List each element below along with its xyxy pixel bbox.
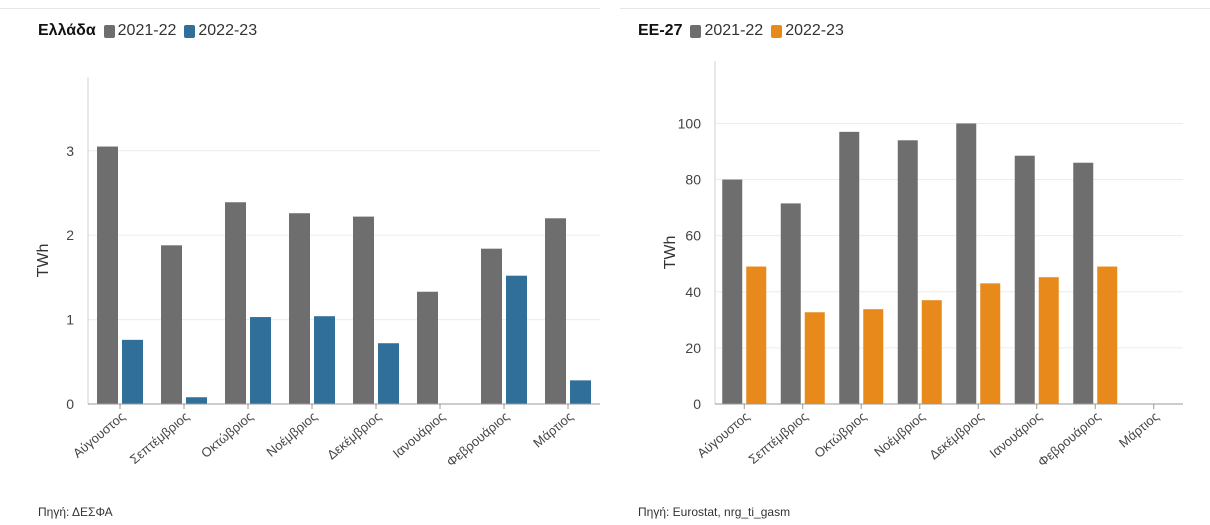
legend-item-2021-22: 2021-22 xyxy=(103,22,177,40)
x-tick-label: Νοέμβριος xyxy=(263,409,320,460)
chart-panel-eu27: ΕΕ-27 2021-22 2022-23 0 20 40 60 80 100 TWh Αύγ… xyxy=(620,0,1210,525)
bar-2022-23 xyxy=(186,397,207,404)
bar-2022-23 xyxy=(378,343,399,404)
bar-2021-22 xyxy=(1014,155,1035,404)
y-tick-label: 80 xyxy=(685,172,701,188)
chart-title: Ελλάδα xyxy=(38,22,96,39)
y-tick-label: 0 xyxy=(693,396,701,412)
bar-2022-23 xyxy=(980,283,1001,404)
x-tick-label: Οκτώβριος xyxy=(198,409,256,461)
bar-2022-23 xyxy=(746,266,767,404)
legend-item-2021-22: 2021-22 xyxy=(690,22,763,40)
chart-header: ΕΕ-27 2021-22 2022-23 xyxy=(638,22,852,40)
x-tick-label: Δεκέμβριος xyxy=(926,409,986,463)
x-tick-label: Μάρτιος xyxy=(1116,409,1162,451)
bar-2021-22 xyxy=(289,213,310,404)
bar-2021-22 xyxy=(839,131,860,404)
bar-2021-22 xyxy=(417,291,438,404)
y-tick-label: 60 xyxy=(685,228,701,244)
source-note: Πηγή: ΔΕΣΦΑ xyxy=(38,505,113,519)
legend-item-2022-23: 2022-23 xyxy=(771,22,844,40)
top-divider xyxy=(0,8,600,9)
legend-label: 2022-23 xyxy=(785,22,844,39)
x-tick-label: Αύγουστος xyxy=(694,409,752,461)
bar-2022-23 xyxy=(314,316,335,404)
chart-header: Ελλάδα 2021-22 2022-23 xyxy=(38,22,265,40)
bar-2021-22 xyxy=(897,140,918,404)
bar-2021-22 xyxy=(353,216,374,404)
y-axis-title: TWh xyxy=(35,244,52,278)
y-tick-label: 40 xyxy=(685,284,701,300)
x-tick-label: Φεβρουάριος xyxy=(444,409,512,470)
legend-swatch xyxy=(690,24,702,38)
chart-title: ΕΕ-27 xyxy=(638,22,683,39)
bar-2022-23 xyxy=(506,275,527,404)
legend-label: 2021-22 xyxy=(704,22,764,39)
bar-2022-23 xyxy=(804,312,825,404)
x-tick-label: Σεπτέμβριος xyxy=(127,409,192,467)
legend-swatch xyxy=(103,24,115,38)
bar-2021-22 xyxy=(956,123,977,404)
chart-panel-greece: Ελλάδα 2021-22 2022-23 0 1 2 3 TWh Αύγουστος Σ… xyxy=(0,0,600,525)
x-tick-label: Νοέμβριος xyxy=(871,409,928,460)
bar-2022-23 xyxy=(570,380,591,404)
bar-2021-22 xyxy=(225,202,246,404)
bar-2022-23 xyxy=(250,317,271,404)
bar-2022-23 xyxy=(921,300,942,404)
bar-2021-22 xyxy=(481,248,502,404)
bar-2022-23 xyxy=(1097,266,1118,404)
bar-2021-22 xyxy=(97,146,118,404)
bar-2022-23 xyxy=(863,309,884,404)
x-tick-label: Σεπτέμβριος xyxy=(746,409,811,467)
bar-2021-22 xyxy=(545,218,566,404)
x-tick-label: Ιανουάριος xyxy=(987,409,1045,461)
y-tick-label: 100 xyxy=(678,115,702,131)
x-tick-label: Αύγουστος xyxy=(70,409,128,461)
bar-2021-22 xyxy=(1073,162,1094,404)
top-divider xyxy=(620,8,1210,9)
y-tick-label: 2 xyxy=(66,227,74,243)
y-axis-title: TWh xyxy=(662,236,679,270)
legend-label: 2022-23 xyxy=(198,22,258,39)
bar-2021-22 xyxy=(780,203,801,404)
y-tick-label: 0 xyxy=(66,396,74,412)
x-tick-label: Φεβρουάριος xyxy=(1035,409,1103,470)
legend-item-2022-23: 2022-23 xyxy=(184,22,257,40)
legend-label: 2021-22 xyxy=(117,22,177,39)
bar-2022-23 xyxy=(1038,277,1059,404)
legend-swatch xyxy=(771,24,783,38)
y-tick-label: 1 xyxy=(66,312,74,328)
source-note: Πηγή: Eurostat, nrg_ti_gasm xyxy=(638,505,791,519)
bar-2022-23 xyxy=(122,339,143,404)
y-tick-label: 20 xyxy=(685,340,701,356)
x-tick-label: Μάρτιος xyxy=(530,409,576,451)
x-tick-label: Ιανουάριος xyxy=(390,409,448,461)
bar-2021-22 xyxy=(161,245,182,404)
x-tick-label: Οκτώβριος xyxy=(811,409,869,461)
legend-swatch xyxy=(184,24,196,38)
x-tick-label: Δεκέμβριος xyxy=(324,409,384,463)
bar-2021-22 xyxy=(722,179,743,404)
y-tick-label: 3 xyxy=(66,143,74,159)
